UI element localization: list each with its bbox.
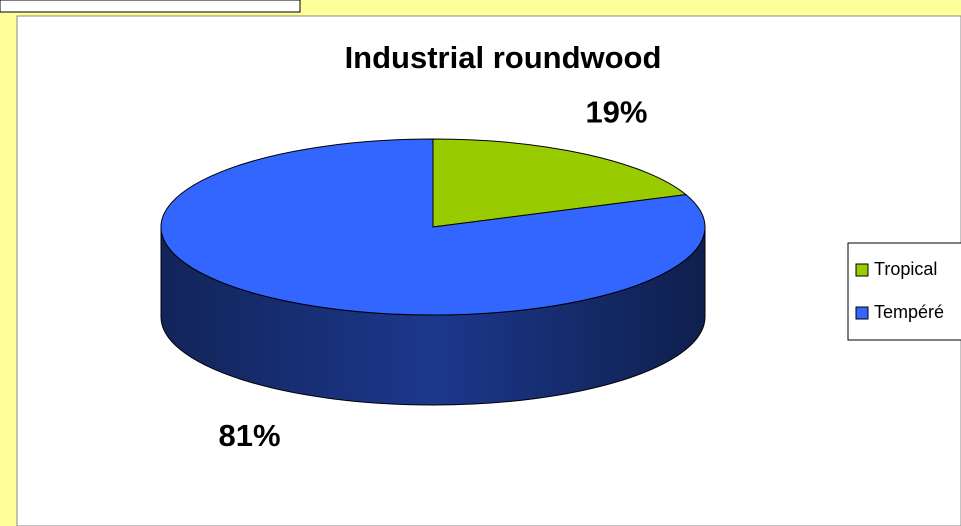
pie-slice (160, 138, 706, 316)
legend-swatch (855, 263, 869, 277)
legend-swatch (855, 306, 869, 320)
chart-title: Industrial roundwood (345, 40, 662, 75)
value-label: 81% (219, 418, 281, 453)
legend-label: Tropical (874, 259, 937, 279)
corner-box (0, 0, 301, 13)
value-label: 19% (585, 95, 647, 130)
legend-label: Tempéré (874, 302, 944, 322)
pie-slice (432, 138, 688, 228)
legend-box (847, 242, 961, 341)
